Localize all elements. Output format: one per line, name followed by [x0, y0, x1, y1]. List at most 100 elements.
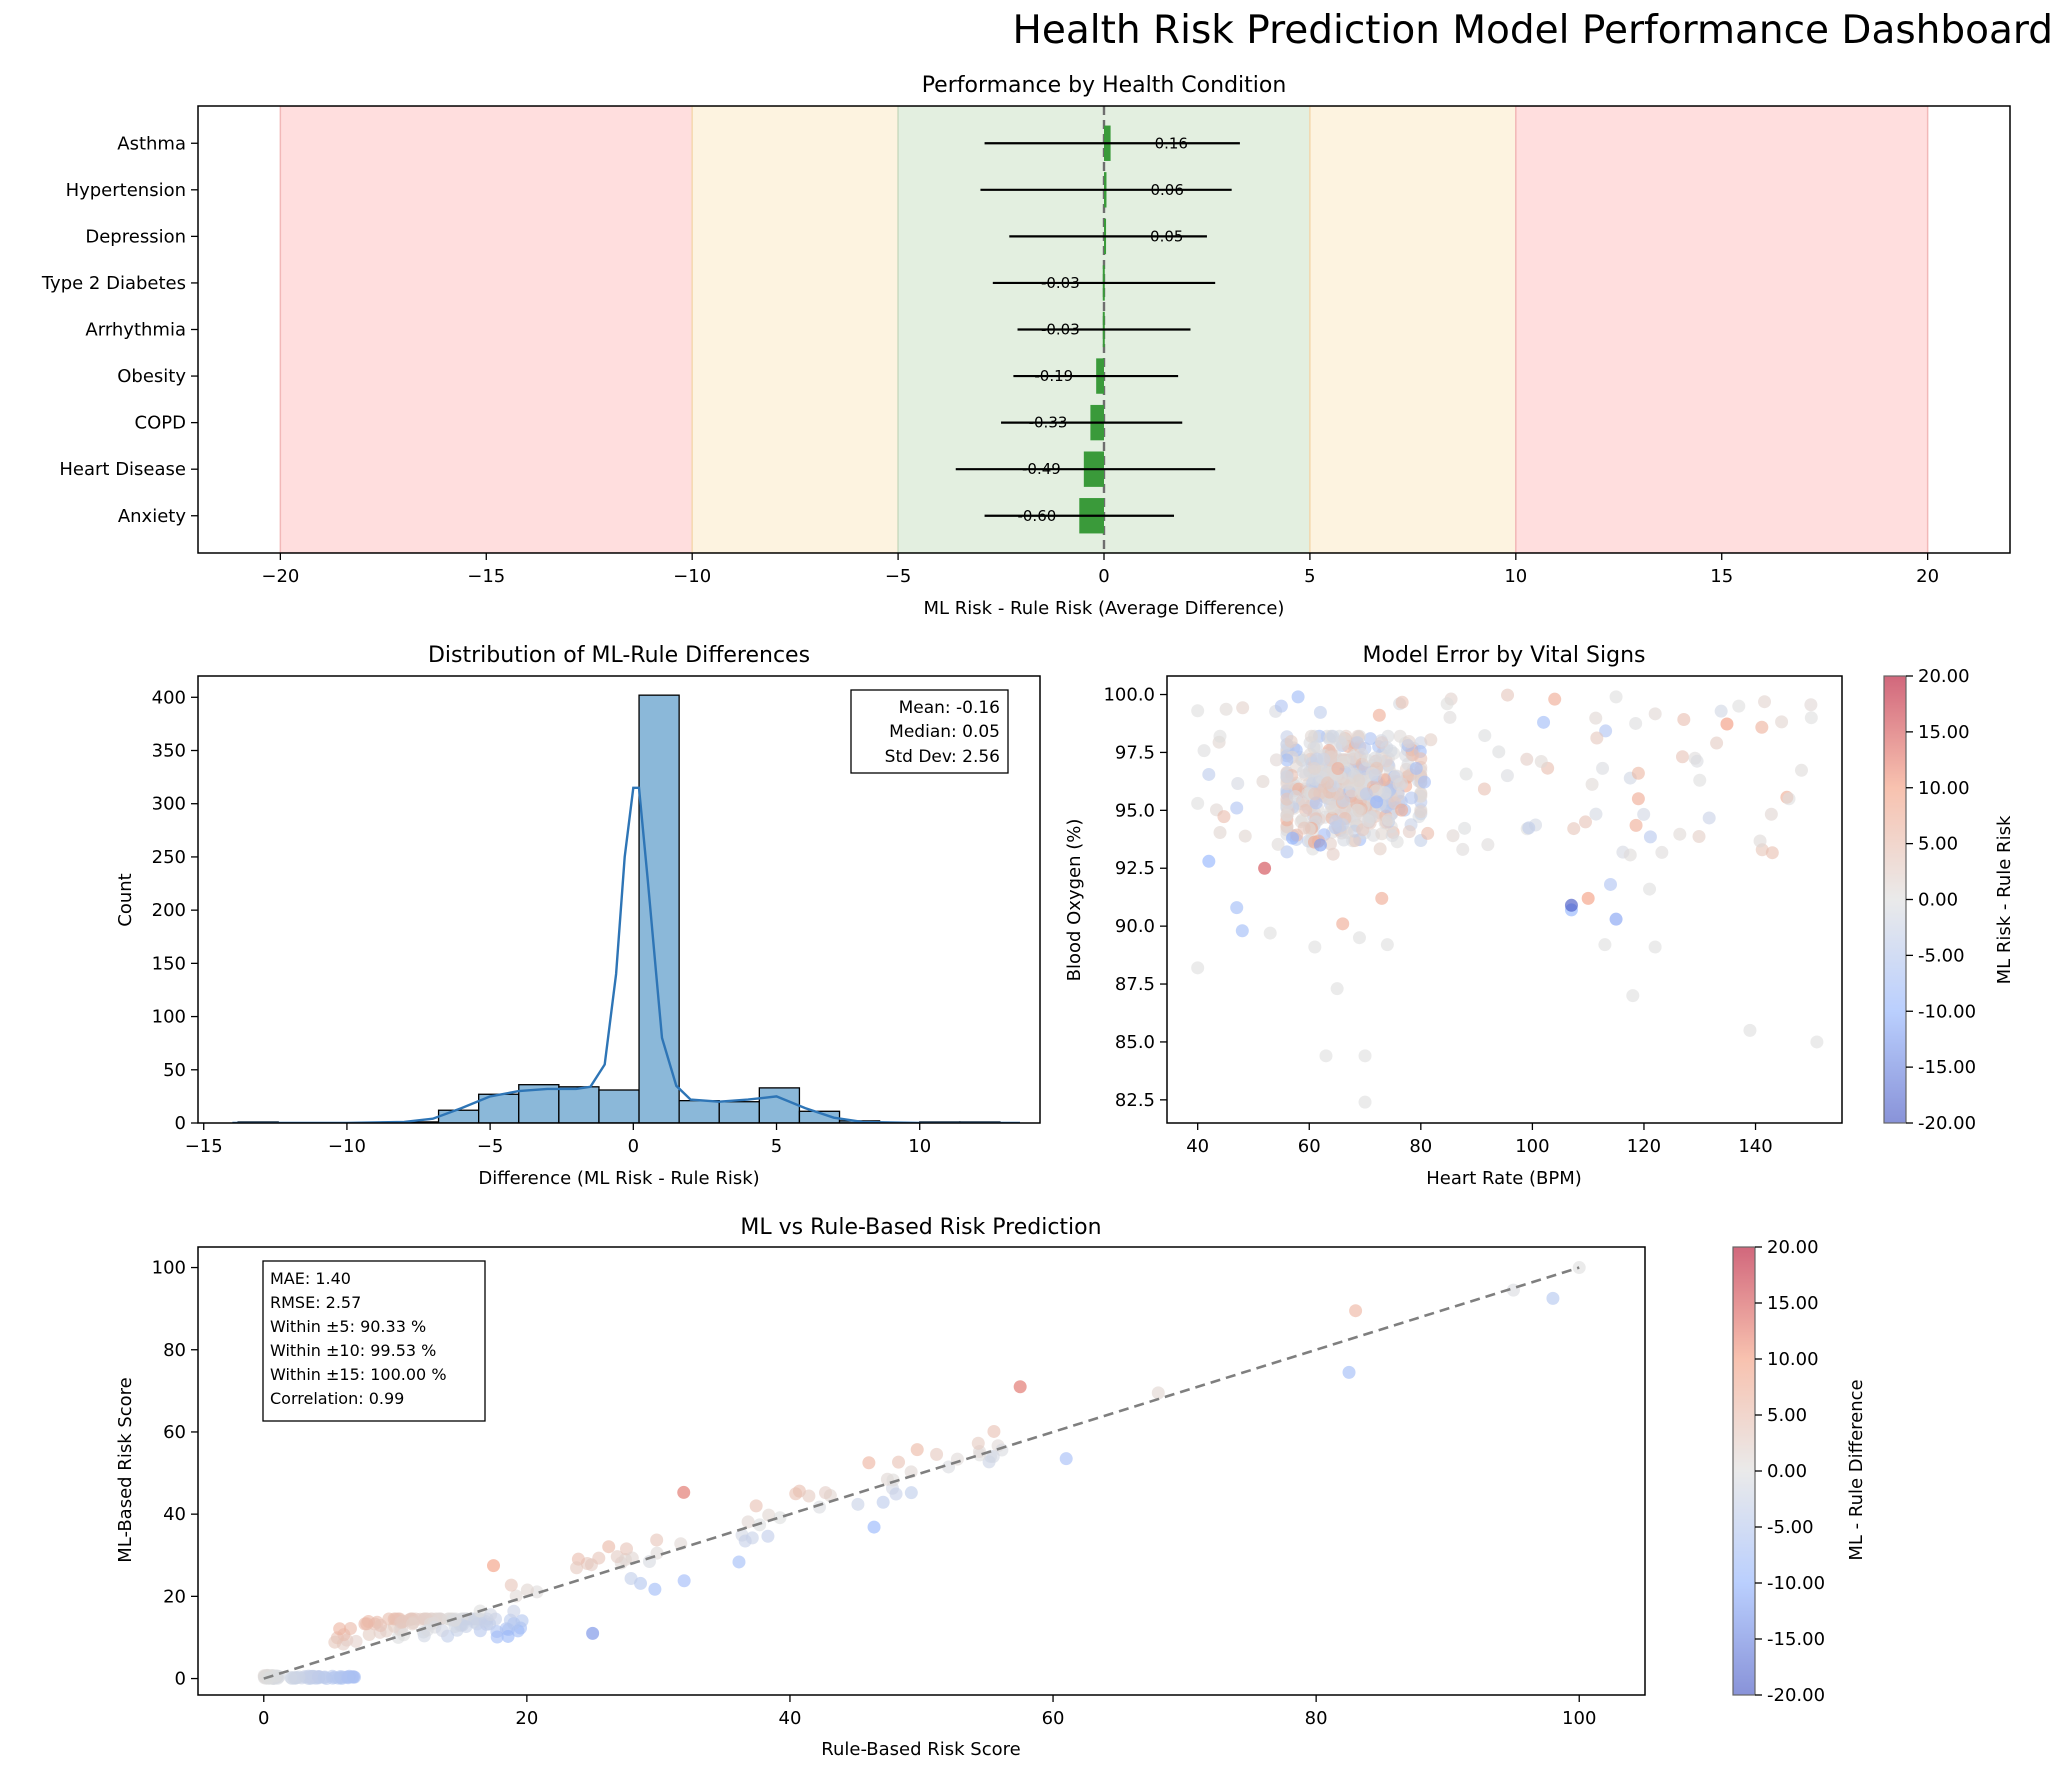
- vital-point: [1599, 724, 1613, 738]
- vital-point: [1481, 838, 1495, 852]
- ml-rule-point: [971, 1436, 985, 1450]
- ml-rule-point: [904, 1486, 918, 1500]
- ml-vs-rule-scatter-chart: 0 20 40 60 80 100 0 20 40 60 80 100 ML vs Rule-Base…: [115, 1215, 1867, 1760]
- vital-colorbar-tick-label: 5.00: [1918, 834, 1958, 855]
- vital-point: [1263, 926, 1277, 940]
- ml-rule-point: [501, 1629, 515, 1643]
- vital-point: [1714, 704, 1728, 718]
- ml-rule-point: [741, 1515, 755, 1529]
- vital-point: [1350, 736, 1364, 750]
- ml-rule-x-tick-label: 80: [1305, 1708, 1328, 1729]
- vital-point: [1358, 1049, 1372, 1063]
- vital-point: [1643, 882, 1657, 896]
- vital-point: [1421, 826, 1435, 840]
- vital-point: [1309, 739, 1323, 753]
- histogram-bin: [718, 1101, 760, 1123]
- ml-rule-point: [362, 1627, 376, 1641]
- vital-point: [1385, 829, 1399, 843]
- vital-point: [1271, 837, 1285, 851]
- vital-point: [1492, 745, 1506, 759]
- ml-rule-point: [504, 1578, 518, 1592]
- ml-rule-colorbar-tick-label: 15.00: [1767, 1293, 1819, 1314]
- ml-rule-point: [341, 1671, 355, 1685]
- ml-rule-point: [867, 1520, 881, 1534]
- vital-point: [1753, 834, 1767, 848]
- vital-point: [1643, 830, 1657, 844]
- condition-value-label: 0.05: [1150, 227, 1183, 245]
- vital-point: [1637, 807, 1651, 821]
- vital-point: [1191, 704, 1205, 718]
- ml-rule-stats-box: MAE: 1.40 RMSE: 2.57 Within ±5: 90.33 % …: [262, 1260, 486, 1422]
- hist-y-tick-label: 400: [152, 687, 186, 708]
- stat-rmse: RMSE: 2.57: [270, 1293, 361, 1312]
- vital-point: [1280, 808, 1294, 822]
- vital-point: [1317, 752, 1331, 766]
- ml-rule-y-tick-label: 80: [163, 1340, 186, 1361]
- ml-rule-point: [343, 1622, 357, 1636]
- hist-x-tick-label: 10: [908, 1136, 931, 1157]
- vital-point: [1402, 825, 1416, 839]
- vital-point: [1446, 829, 1460, 843]
- vital-y-tick-label: 82.5: [1115, 1090, 1155, 1111]
- vital-point: [1230, 801, 1244, 815]
- vital-x-tick-label: 140: [1738, 1136, 1772, 1157]
- vital-point: [1477, 782, 1491, 796]
- vital-point: [1217, 810, 1231, 824]
- hist-y-tick-label: 50: [163, 1060, 186, 1081]
- vital-point: [1443, 710, 1457, 724]
- vital-point: [1352, 774, 1366, 788]
- vital-point: [1804, 698, 1818, 712]
- vital-point: [1323, 837, 1337, 851]
- hist-y-tick-label: 150: [152, 953, 186, 974]
- vital-point: [1191, 796, 1205, 810]
- ml-rule-point: [819, 1486, 833, 1500]
- vital-x-tick-label: 40: [1186, 1136, 1209, 1157]
- vital-point: [1589, 807, 1603, 821]
- vital-point: [1368, 768, 1382, 782]
- vital-point: [1319, 1049, 1333, 1063]
- vital-point: [1414, 805, 1428, 819]
- ml-rule-point: [487, 1559, 501, 1573]
- vital-point: [1360, 753, 1374, 767]
- vital-point: [1286, 831, 1300, 845]
- vital-point: [1609, 690, 1623, 704]
- vital-x-tick-label: 100: [1515, 1136, 1549, 1157]
- vital-point: [1402, 735, 1416, 749]
- ml-rule-point: [1059, 1452, 1073, 1466]
- vital-point: [1702, 811, 1716, 825]
- vital-point: [1352, 804, 1366, 818]
- vital-y-tick-label: 87.5: [1115, 974, 1155, 995]
- ml-rule-x-tick-label: 60: [1042, 1708, 1065, 1729]
- vital-point: [1375, 827, 1389, 841]
- vital-point: [1235, 924, 1249, 938]
- vital-y-tick-label: 85.0: [1115, 1032, 1155, 1053]
- condition-chart-title: Performance by Health Condition: [922, 73, 1287, 98]
- histogram-bin: [437, 1109, 480, 1123]
- vital-point: [1280, 769, 1294, 783]
- vital-x-tick-label: 80: [1409, 1136, 1432, 1157]
- condition-label: Anxiety: [118, 506, 187, 527]
- condition-label: Obesity: [117, 366, 186, 387]
- vital-point: [1581, 891, 1595, 905]
- vital-point: [1333, 735, 1347, 749]
- vital-point: [1743, 1023, 1757, 1037]
- vital-point: [1348, 834, 1362, 848]
- vital-colorbar-tick-label: -5.00: [1918, 945, 1965, 966]
- vital-point: [1459, 767, 1473, 781]
- vital-point: [1648, 940, 1662, 954]
- vital-x-tick-label: 120: [1627, 1136, 1661, 1157]
- ml-rule-point: [762, 1508, 776, 1522]
- ml-rule-point: [1349, 1304, 1363, 1318]
- vital-point: [1280, 753, 1294, 767]
- vital-point: [1375, 891, 1389, 905]
- vital-point: [1329, 814, 1343, 828]
- hist-x-tick-label: 0: [628, 1136, 639, 1157]
- vital-point: [1359, 787, 1373, 801]
- vital-point: [1382, 813, 1396, 827]
- vital-point: [1219, 702, 1233, 716]
- ml-rule-point: [586, 1626, 600, 1640]
- ml-rule-point: [889, 1487, 903, 1501]
- vital-point: [1372, 708, 1386, 722]
- ml-rule-point: [851, 1497, 865, 1511]
